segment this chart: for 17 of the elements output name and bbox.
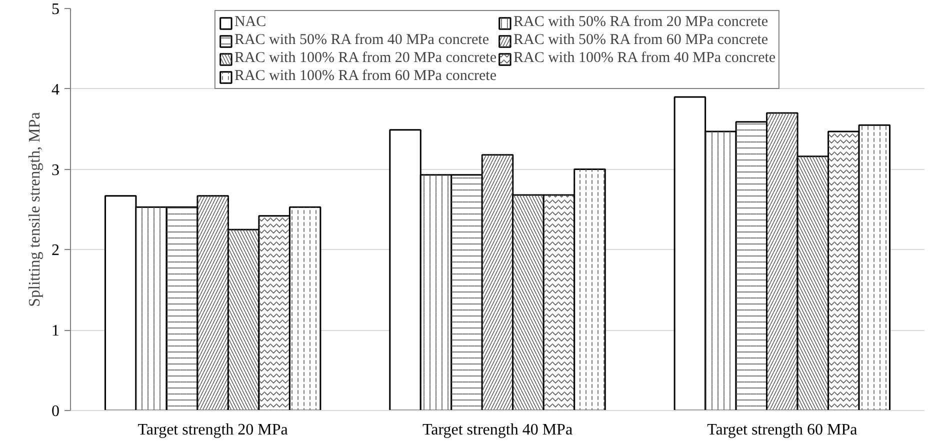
x-tick-label: Target strength 20 MPa [138, 422, 288, 438]
legend-label: RAC with 100% RA from 60 MPa concrete [234, 68, 496, 85]
legend-label: NAC [234, 14, 266, 31]
y-tick-label: 0 [52, 403, 60, 420]
x-tick-label: Target strength 40 MPa [422, 422, 573, 438]
y-tick-label: 4 [52, 81, 60, 98]
legend-label: RAC with 100% RA from 40 MPa concrete [514, 50, 776, 67]
y-tick-label: 2 [52, 242, 60, 260]
y-axis-title: Splitting tensile strength, MPa [26, 112, 44, 307]
y-tick-label: 5 [52, 1, 60, 18]
legend-label: RAC with 50% RA from 20 MPa concrete [514, 14, 768, 31]
legend-label: RAC with 50% RA from 60 MPa concrete [514, 32, 768, 49]
x-tick-label: Target strength 60 MPa [707, 422, 858, 438]
y-tick-label: 3 [52, 162, 60, 179]
legend-label: RAC with 50% RA from 40 MPa concrete [234, 32, 489, 49]
y-tick-label: 1 [52, 322, 60, 340]
legend-label: RAC with 100% RA from 20 MPa concrete [234, 50, 496, 67]
